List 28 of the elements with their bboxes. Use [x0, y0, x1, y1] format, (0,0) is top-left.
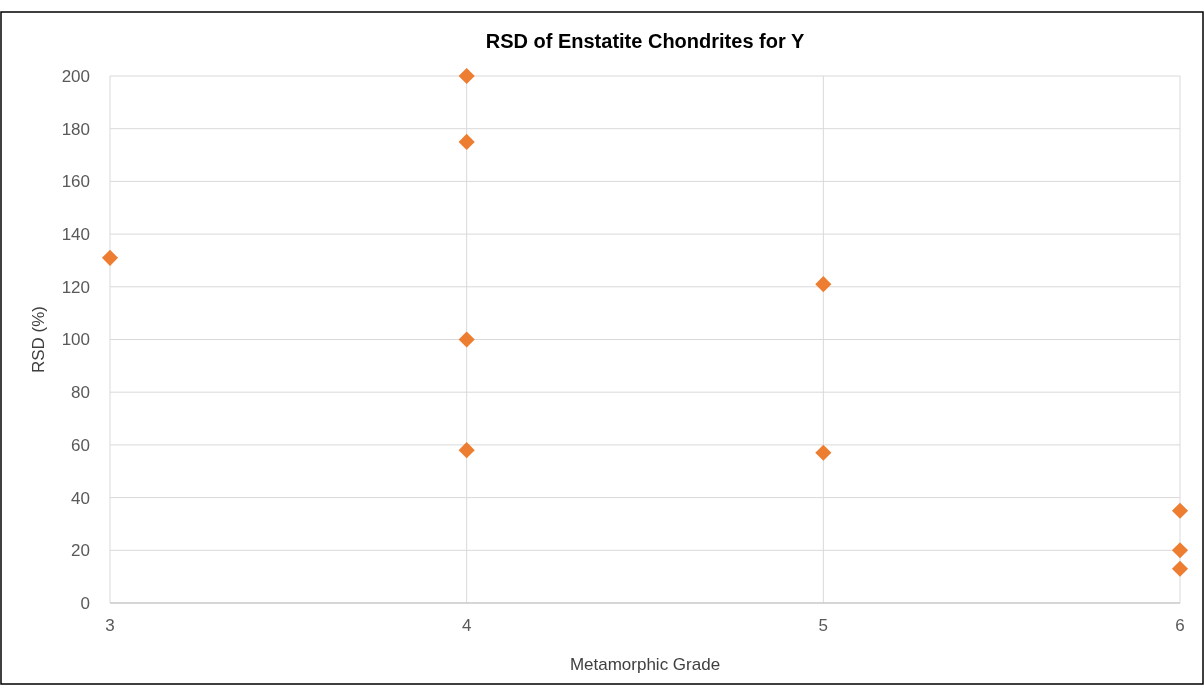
point — [815, 444, 832, 461]
x-axis-title: Metamorphic Grade — [569, 655, 721, 674]
point — [815, 276, 832, 293]
y-axis-title: RSD (%) — [29, 305, 48, 374]
x-tick-label: 4 — [461, 616, 472, 635]
y-tick-label: 140 — [61, 225, 90, 245]
y-tick-label: 120 — [61, 277, 90, 297]
y-tick-label: 100 — [61, 330, 90, 350]
y-tick-label: 0 — [80, 593, 90, 613]
point — [458, 442, 475, 459]
point — [458, 331, 475, 348]
point — [458, 133, 475, 150]
x-tick-label: 6 — [1175, 616, 1185, 635]
y-tick-label: 20 — [71, 541, 90, 561]
chart-title: RSD of Enstatite Chondrites for Y — [485, 30, 805, 52]
y-tick-label: 160 — [61, 172, 90, 192]
y-tick-label: 180 — [61, 119, 90, 139]
y-tick-label: 200 — [61, 66, 90, 86]
y-tick-label: 60 — [71, 435, 90, 455]
y-tick-label: 40 — [71, 488, 90, 508]
point — [1171, 502, 1189, 519]
point — [458, 67, 475, 85]
point — [1171, 560, 1189, 577]
x-tick-label: 5 — [818, 616, 829, 635]
point — [101, 249, 119, 266]
x-tick-label: 3 — [105, 616, 115, 635]
point — [1171, 542, 1189, 559]
y-tick-label: 80 — [71, 383, 90, 403]
